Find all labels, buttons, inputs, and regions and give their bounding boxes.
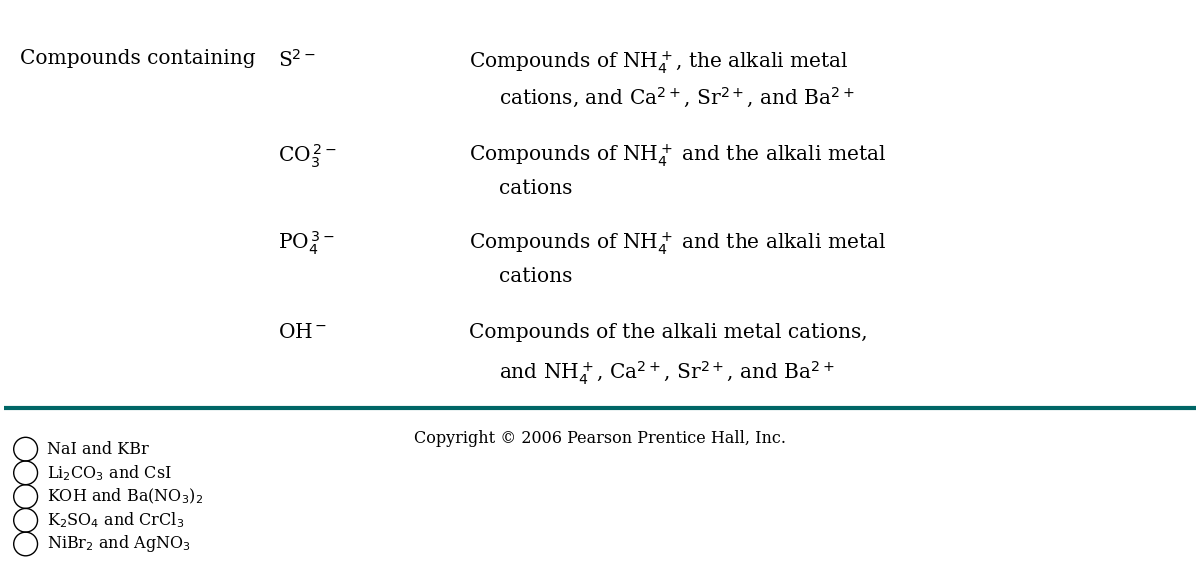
Text: cations: cations: [499, 267, 572, 286]
Text: cations, and Ca$^{2+}$, Sr$^{2+}$, and Ba$^{2+}$: cations, and Ca$^{2+}$, Sr$^{2+}$, and B…: [499, 86, 854, 110]
Text: OH$^-$: OH$^-$: [278, 323, 328, 342]
Text: S$^{2-}$: S$^{2-}$: [278, 49, 317, 71]
Text: Li$_2$CO$_3$ and CsI: Li$_2$CO$_3$ and CsI: [47, 463, 172, 482]
Text: Compounds of the alkali metal cations,: Compounds of the alkali metal cations,: [469, 323, 868, 342]
Text: PO$_4^{\,3-}$: PO$_4^{\,3-}$: [278, 230, 335, 257]
Text: Compounds containing: Compounds containing: [19, 49, 256, 68]
Text: cations: cations: [499, 179, 572, 198]
Text: KOH and Ba(NO$_3$)$_2$: KOH and Ba(NO$_3$)$_2$: [47, 487, 203, 507]
Text: Compounds of NH$_4^+$ and the alkali metal: Compounds of NH$_4^+$ and the alkali met…: [469, 143, 886, 169]
Text: Compounds of NH$_4^+$ and the alkali metal: Compounds of NH$_4^+$ and the alkali met…: [469, 230, 886, 257]
Text: and NH$_4^+$, Ca$^{2+}$, Sr$^{2+}$, and Ba$^{2+}$: and NH$_4^+$, Ca$^{2+}$, Sr$^{2+}$, and …: [499, 360, 835, 387]
Text: Copyright © 2006 Pearson Prentice Hall, Inc.: Copyright © 2006 Pearson Prentice Hall, …: [414, 430, 786, 448]
Text: NaI and KBr: NaI and KBr: [47, 441, 149, 458]
Text: NiBr$_2$ and AgNO$_3$: NiBr$_2$ and AgNO$_3$: [47, 533, 191, 555]
Text: Compounds of NH$_4^+$, the alkali metal: Compounds of NH$_4^+$, the alkali metal: [469, 49, 848, 76]
Text: K$_2$SO$_4$ and CrCl$_3$: K$_2$SO$_4$ and CrCl$_3$: [47, 511, 185, 530]
Text: CO$_3^{\,2-}$: CO$_3^{\,2-}$: [278, 143, 337, 170]
